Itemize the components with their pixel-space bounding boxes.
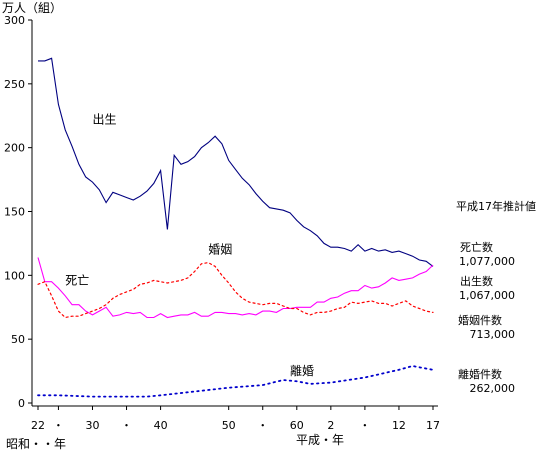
- x-tick-label: 12: [392, 419, 406, 432]
- estimates-panel: 平成17年推計値 死亡数 1,077,000 出生数 1,067,000 婚姻件…: [456, 199, 536, 395]
- label-births: 出生: [92, 112, 116, 126]
- estimate-divorces-name: 離婚件数: [458, 367, 502, 381]
- estimate-births-value: 1,067,000: [459, 289, 515, 302]
- estimate-births-name: 出生数: [460, 274, 493, 288]
- x-tick-label: 2: [327, 419, 334, 432]
- x-tick-label: 17: [426, 419, 440, 432]
- label-marriages: 婚姻: [208, 242, 232, 257]
- unit-label: 万人（組）: [2, 1, 62, 15]
- x-tick-label: 30: [85, 419, 99, 432]
- era-label: 昭和・・年: [6, 437, 66, 451]
- estimate-marriages-value: 713,000: [470, 328, 516, 341]
- x-tick-label: 40: [154, 419, 168, 432]
- births-line: [38, 57, 434, 267]
- series-group: [37, 57, 434, 398]
- estimate-title: 平成17年推計値: [456, 199, 536, 213]
- y-axis-ticks: 0 50 100 150 200 250 300: [4, 14, 32, 410]
- x-tick-label: 60: [290, 419, 304, 432]
- x-tick-label: 22: [31, 419, 45, 432]
- x-tick-label: 50: [222, 419, 236, 432]
- marriages-line: [37, 261, 434, 319]
- heisei-label: 平成・年: [296, 433, 344, 447]
- x-tick-label: ・: [257, 419, 268, 432]
- x-tick-label: ・: [359, 419, 370, 432]
- y-tick-label: 50: [11, 333, 25, 346]
- label-divorces: 離婚: [290, 364, 314, 378]
- y-tick-label: 300: [4, 14, 25, 27]
- deaths-line: [37, 257, 434, 319]
- divorces-line: [37, 365, 434, 398]
- estimate-divorces-value: 262,000: [470, 382, 516, 395]
- x-tick-label: ・: [53, 419, 64, 432]
- x-axis-ticks: 22 ・ 30 ・ 40 50 ・ 60 2 ・ 12 17: [31, 406, 440, 432]
- estimate-deaths-name: 死亡数: [460, 240, 493, 254]
- y-tick-label: 250: [4, 78, 25, 91]
- estimate-deaths-value: 1,077,000: [459, 255, 515, 268]
- y-tick-label: 200: [4, 142, 25, 155]
- y-tick-label: 100: [4, 269, 25, 282]
- series-labels: 出生 死亡 婚姻 離婚: [65, 112, 314, 378]
- x-tick-label: ・: [121, 419, 132, 432]
- label-deaths: 死亡: [65, 273, 89, 287]
- estimate-marriages-name: 婚姻件数: [458, 313, 502, 327]
- y-tick-label: 150: [4, 206, 25, 219]
- y-tick-label: 0: [18, 397, 25, 410]
